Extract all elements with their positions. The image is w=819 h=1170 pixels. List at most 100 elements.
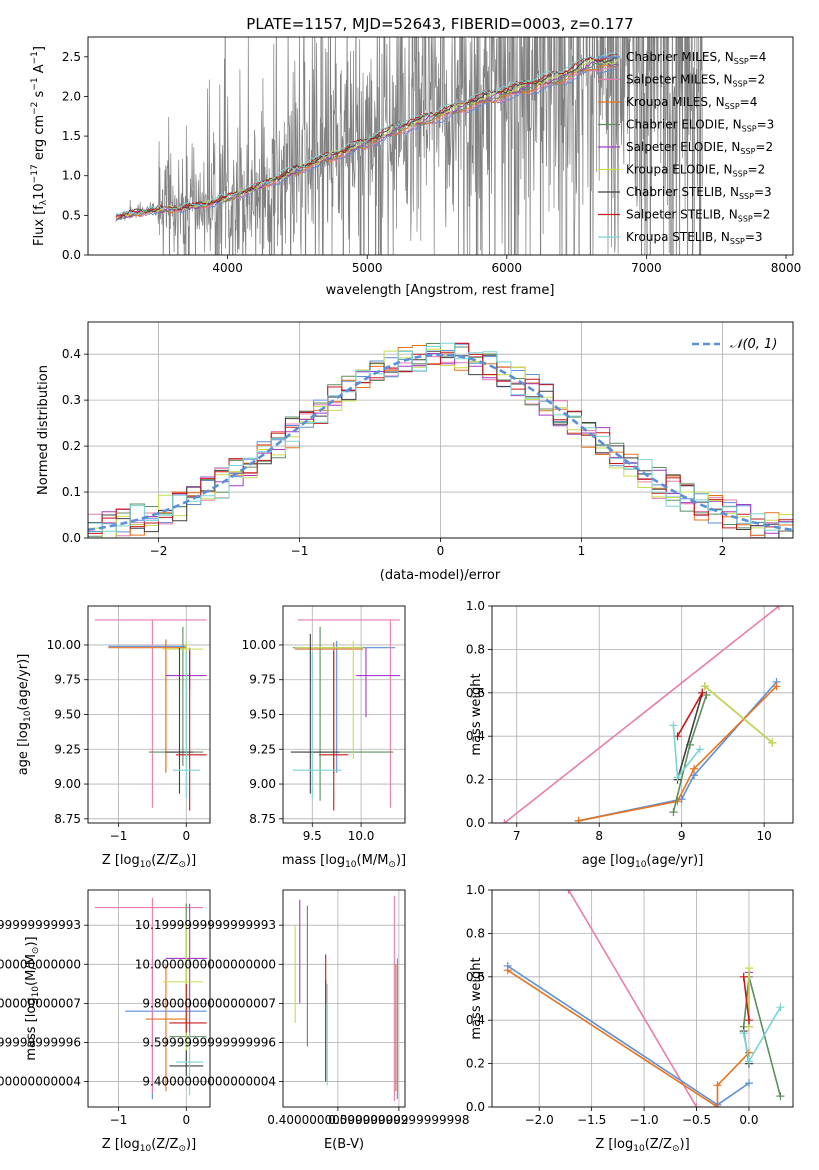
series-line-chabrier-elodie [672, 694, 708, 813]
legend-entry: Salpeter STELIB, NSSP=2 [626, 208, 770, 224]
x-tick-label: 0 [437, 544, 445, 558]
y-tick-label: 0.4 [466, 1013, 485, 1027]
y-tick-label: 9.75 [249, 673, 276, 687]
legend-entry: Salpeter ELODIE, NSSP=2 [626, 140, 773, 156]
y-tick-label: 9.00 [249, 777, 276, 791]
y-tick-label: 9.50 [54, 708, 81, 722]
label-part: age [log [582, 853, 635, 868]
axes-frame [282, 605, 406, 824]
legend-model: Salpeter MILES, N [626, 73, 733, 87]
y-tick-label: 9.75 [54, 673, 81, 687]
y-tick-label: 0.0 [466, 816, 485, 830]
legend-sub: SSP [738, 215, 753, 224]
panel-spectrum: 4000 5000 6000 7000 8000 0.0 0.5 1.0 1.5 2.0 2.5 Ch… [30, 36, 801, 298]
label-part: ⊙ [178, 1144, 186, 1154]
y-tick-label: 0.4 [62, 347, 81, 361]
legend-sub: SSP [733, 170, 748, 179]
label-part: 10 [633, 1144, 645, 1154]
y-tick-label: 1.5 [62, 129, 81, 143]
label-part: )] [186, 1137, 196, 1152]
label-part: −2 [30, 102, 40, 115]
legend-model: Kroupa STELIB, N [626, 230, 730, 244]
y-tick-label: 9.25 [54, 742, 81, 756]
x-axis-label: (data-model)/error [380, 568, 501, 583]
plus-marker [776, 1092, 785, 1101]
plus-marker [702, 690, 711, 699]
axes-frame [87, 605, 211, 824]
plus-marker [669, 721, 678, 730]
series-line-kroupa-elodie [704, 685, 773, 744]
label-part: 10 [140, 860, 152, 870]
axes-frame [87, 889, 211, 1108]
y-tick-label: 0.2 [62, 439, 81, 453]
label-part: −17 [30, 164, 40, 183]
plus-marker [564, 890, 573, 894]
label-part: ⊙ [672, 1144, 680, 1154]
x-axis-label: Z [log10(Z/Z⊙)] [102, 853, 196, 870]
y-tick-label: 1.0 [62, 169, 81, 183]
series-line-chabrier-stelib [676, 692, 704, 780]
legend-count: =3 [754, 185, 772, 199]
x-axis-label: Z [log10(Z/Z⊙)] [102, 1137, 196, 1154]
y-tick-label: 9.25 [249, 742, 276, 756]
y-tick-label: 0.2 [466, 773, 485, 787]
axes-frame [87, 36, 794, 256]
legend-entry: Chabrier ELODIE, NSSP=3 [626, 118, 774, 134]
panel-mass-Z: −1 0 9.4000000000000004 9.5999999999999996 9… [0, 889, 211, 1154]
plus-marker [744, 1016, 753, 1025]
y-tick-label: 8.75 [249, 812, 276, 826]
y-tick-label: 9.8000000000000007 [142, 996, 276, 1010]
x-tick-label: 8 [595, 829, 603, 843]
label-part: −1 [30, 51, 40, 64]
legend-sub: SSP [742, 125, 757, 134]
x-axis-label: E(B-V) [324, 1137, 364, 1152]
legend-count: =2 [748, 163, 766, 177]
x-tick-label: 9 [678, 829, 686, 843]
y-tick-label: 10.0000000000000000 [135, 957, 276, 971]
y-tick-label: 9.00 [54, 777, 81, 791]
observed-spectrum [115, 37, 703, 255]
plus-marker [698, 688, 707, 697]
label-part: s [32, 90, 47, 101]
label-part: Z [log [102, 853, 140, 868]
x-tick-label: 10 [756, 829, 771, 843]
legend-model: Chabrier STELIB, N [626, 185, 739, 199]
legend-entry: Kroupa ELODIE, NSSP=2 [626, 163, 765, 179]
model-line-salpeter-stelib [115, 53, 619, 218]
label-part: 10 [635, 860, 647, 870]
plot-area [115, 37, 703, 255]
y-tick-label: 0.0 [466, 1100, 485, 1114]
y-axis-label: age [log10(age/yr)] [16, 654, 33, 776]
label-part: (Z/Z [151, 1137, 178, 1152]
y-tick-label: 0.0 [62, 531, 81, 545]
plus-marker [695, 745, 704, 754]
y-tick-label: 0.2 [466, 1057, 485, 1071]
y-tick-label: 1.0 [466, 883, 485, 897]
plot-area [94, 619, 207, 811]
x-tick-label: −1.0 [630, 1113, 659, 1127]
label-part: Flux [f [32, 205, 47, 246]
y-tick-label: 0.3 [62, 393, 81, 407]
axes-frame [491, 605, 794, 824]
legend-sub: SSP [740, 147, 755, 156]
plot-area [88, 342, 793, 538]
y-axis-label: Normed distribution [36, 365, 51, 495]
x-tick-label: 0.59999999999999998 [328, 1113, 469, 1127]
legend-count: =3 [745, 230, 763, 244]
y-tick-label: 0.6 [466, 686, 485, 700]
plus-marker [739, 1029, 748, 1038]
panel-age-mass: 9.5 10.0 8.75 9.00 9.25 9.50 9.75 10.00 mass [lo… [242, 605, 406, 870]
plus-marker [772, 682, 781, 691]
x-tick-label: 0 [182, 829, 190, 843]
plus-marker [744, 964, 753, 973]
x-tick-label: −1.5 [577, 1113, 606, 1127]
y-tick-label: 0.1 [62, 485, 81, 499]
y-tick-label: 0.8 [466, 926, 485, 940]
y-tick-label: 2.5 [62, 50, 81, 64]
label-part: age [log [16, 722, 31, 775]
legend-entry: Chabrier STELIB, NSSP=3 [626, 185, 772, 201]
label-part: )] [186, 853, 196, 868]
plus-marker [692, 1103, 701, 1107]
